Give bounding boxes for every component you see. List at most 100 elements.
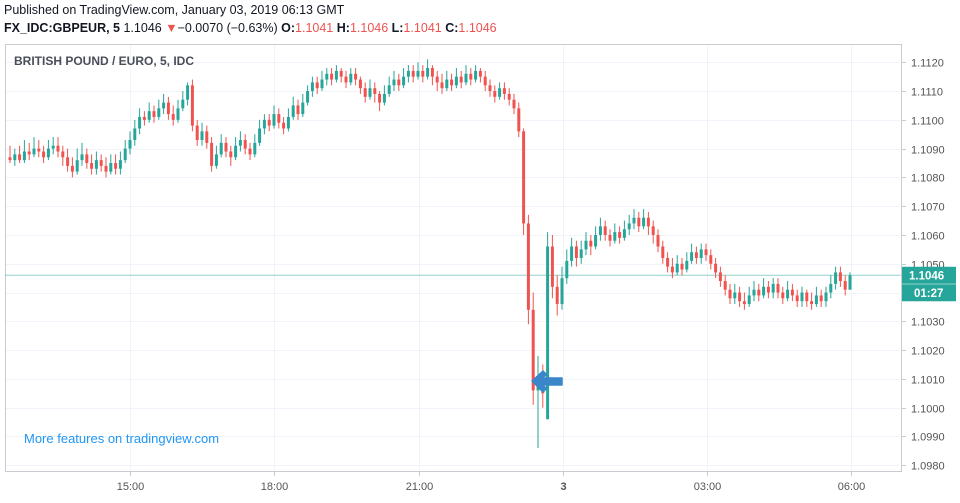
candle-body bbox=[819, 295, 823, 302]
time-axis[interactable]: 15:00 18:00 21:00 3 03:00 06:00 bbox=[117, 471, 866, 493]
candle bbox=[406, 65, 410, 83]
watermark-link[interactable]: More features on tradingview.com bbox=[24, 431, 219, 446]
candle-body bbox=[181, 99, 185, 109]
candle-body bbox=[656, 234, 660, 247]
candle-body bbox=[608, 234, 612, 241]
candle bbox=[253, 134, 257, 158]
candle bbox=[94, 151, 98, 175]
candle bbox=[258, 119, 262, 146]
candle-body bbox=[339, 70, 343, 77]
candle-body bbox=[738, 292, 742, 302]
candle-body bbox=[66, 157, 70, 166]
candle-body bbox=[109, 163, 113, 172]
candle bbox=[526, 214, 530, 325]
candle-body bbox=[742, 301, 746, 305]
candle bbox=[723, 275, 727, 296]
candle bbox=[685, 252, 689, 273]
candle-body bbox=[114, 163, 118, 169]
candle bbox=[234, 137, 238, 161]
candle bbox=[637, 211, 641, 233]
candle-body bbox=[517, 108, 521, 132]
candle bbox=[363, 82, 367, 103]
candle-body bbox=[310, 82, 314, 92]
candle-body bbox=[85, 154, 89, 164]
candle bbox=[421, 65, 425, 83]
candle bbox=[454, 68, 458, 89]
candle bbox=[368, 79, 372, 100]
candle bbox=[392, 70, 396, 92]
candle-body bbox=[646, 217, 650, 227]
candle-body bbox=[13, 154, 17, 161]
candle-body bbox=[450, 79, 454, 86]
candle-body bbox=[555, 286, 559, 305]
candle bbox=[464, 65, 468, 86]
candle-body bbox=[766, 286, 770, 293]
candle-body bbox=[478, 70, 482, 77]
candle-body bbox=[488, 85, 492, 92]
candle-body bbox=[262, 119, 266, 129]
price-tick-label: 1.0990 bbox=[911, 432, 945, 444]
candle bbox=[214, 145, 218, 169]
candle-body bbox=[728, 289, 732, 299]
candle-body bbox=[61, 151, 65, 158]
candle bbox=[176, 99, 180, 123]
candle bbox=[771, 278, 775, 299]
candle bbox=[627, 214, 631, 235]
candle bbox=[618, 226, 622, 244]
time-tick-label: 18:00 bbox=[261, 481, 289, 493]
candle bbox=[315, 76, 319, 94]
candle bbox=[66, 148, 70, 172]
candle-body bbox=[445, 79, 449, 89]
candle-body bbox=[723, 281, 727, 290]
candle bbox=[661, 240, 665, 264]
candle-body bbox=[814, 295, 818, 305]
candle-body bbox=[589, 240, 593, 247]
candle bbox=[123, 139, 127, 164]
candle bbox=[435, 70, 439, 92]
candle bbox=[157, 99, 161, 120]
candle bbox=[186, 82, 190, 106]
candle bbox=[229, 145, 233, 166]
candle-body bbox=[162, 102, 166, 109]
candle bbox=[32, 137, 36, 158]
candle-body bbox=[622, 229, 626, 238]
price-tick-label: 1.1080 bbox=[911, 173, 945, 185]
candle-body bbox=[171, 114, 175, 120]
candle-body bbox=[430, 68, 434, 77]
candle-body bbox=[267, 119, 271, 126]
candle bbox=[838, 266, 842, 287]
candles-layer bbox=[8, 59, 852, 448]
candle-body bbox=[94, 160, 98, 169]
candle bbox=[555, 275, 559, 316]
price-tick-label: 1.1110 bbox=[911, 87, 943, 99]
last-price-badge-text: 1.1046 bbox=[909, 270, 944, 282]
candle-body bbox=[166, 102, 170, 115]
candle-body bbox=[219, 142, 223, 155]
candle-body bbox=[195, 125, 199, 140]
candle bbox=[325, 68, 329, 86]
price-axis[interactable]: 1.1120 1.1110 1.1100 1.1090 1.1080 1.1070 1.10… bbox=[901, 58, 945, 473]
candle-body bbox=[733, 292, 737, 299]
candle-body bbox=[152, 111, 156, 117]
candle bbox=[430, 65, 434, 86]
candle-body bbox=[613, 232, 617, 241]
candle-body bbox=[291, 105, 295, 117]
candle-body bbox=[483, 76, 487, 86]
candle bbox=[550, 234, 554, 299]
candle-body bbox=[334, 70, 338, 80]
candle-body bbox=[661, 246, 665, 258]
candle bbox=[536, 355, 540, 448]
candle-body bbox=[272, 114, 276, 126]
candle bbox=[781, 286, 785, 305]
time-tick-label: 06:00 bbox=[838, 481, 866, 493]
candle-body bbox=[810, 301, 814, 305]
candle bbox=[262, 114, 266, 135]
candle bbox=[560, 266, 564, 310]
candle bbox=[56, 137, 60, 158]
candle-body bbox=[349, 73, 353, 83]
candle bbox=[445, 70, 449, 92]
candle-body bbox=[248, 148, 252, 155]
candle-body bbox=[104, 165, 108, 172]
candle bbox=[334, 65, 338, 83]
